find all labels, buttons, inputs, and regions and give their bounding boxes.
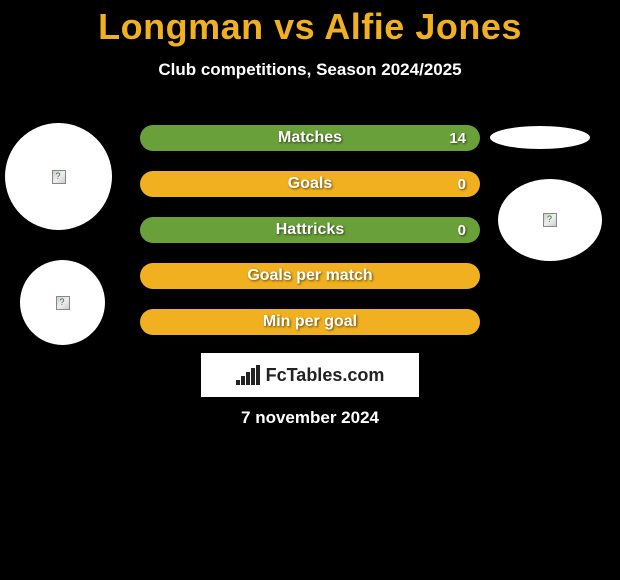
broken-image-icon — [52, 170, 66, 184]
logo-text: FcTables.com — [266, 365, 385, 386]
stat-bar-label: Matches — [278, 129, 342, 147]
stat-bar-label: Min per goal — [263, 313, 357, 331]
stat-bar: Goals per match — [140, 263, 480, 289]
subtitle: Club competitions, Season 2024/2025 — [0, 60, 620, 80]
logo-chart-icon — [236, 365, 262, 385]
stat-bar-label: Goals — [288, 175, 332, 193]
stat-bar-label: Hattricks — [276, 221, 344, 239]
decor-circle — [498, 179, 602, 261]
stat-bar-value: 14 — [449, 130, 466, 147]
stat-bar: Goals 0 — [140, 171, 480, 197]
stat-bar-value: 0 — [458, 222, 466, 239]
stat-bar: Hattricks 0 — [140, 217, 480, 243]
broken-image-icon — [56, 296, 70, 310]
decor-circle — [20, 260, 105, 345]
date-text: 7 november 2024 — [0, 408, 620, 428]
decor-ellipse — [490, 126, 590, 149]
logo-box: FcTables.com — [201, 353, 419, 397]
stat-bars: Matches 14 Goals 0 Hattricks 0 Goals per match… — [140, 125, 480, 355]
stat-bar: Matches 14 — [140, 125, 480, 151]
stat-bar: Min per goal — [140, 309, 480, 335]
page-title: Longman vs Alfie Jones — [0, 0, 620, 48]
stat-bar-label: Goals per match — [247, 267, 372, 285]
stat-bar-value: 0 — [458, 176, 466, 193]
broken-image-icon — [543, 213, 557, 227]
decor-circle — [5, 123, 112, 230]
